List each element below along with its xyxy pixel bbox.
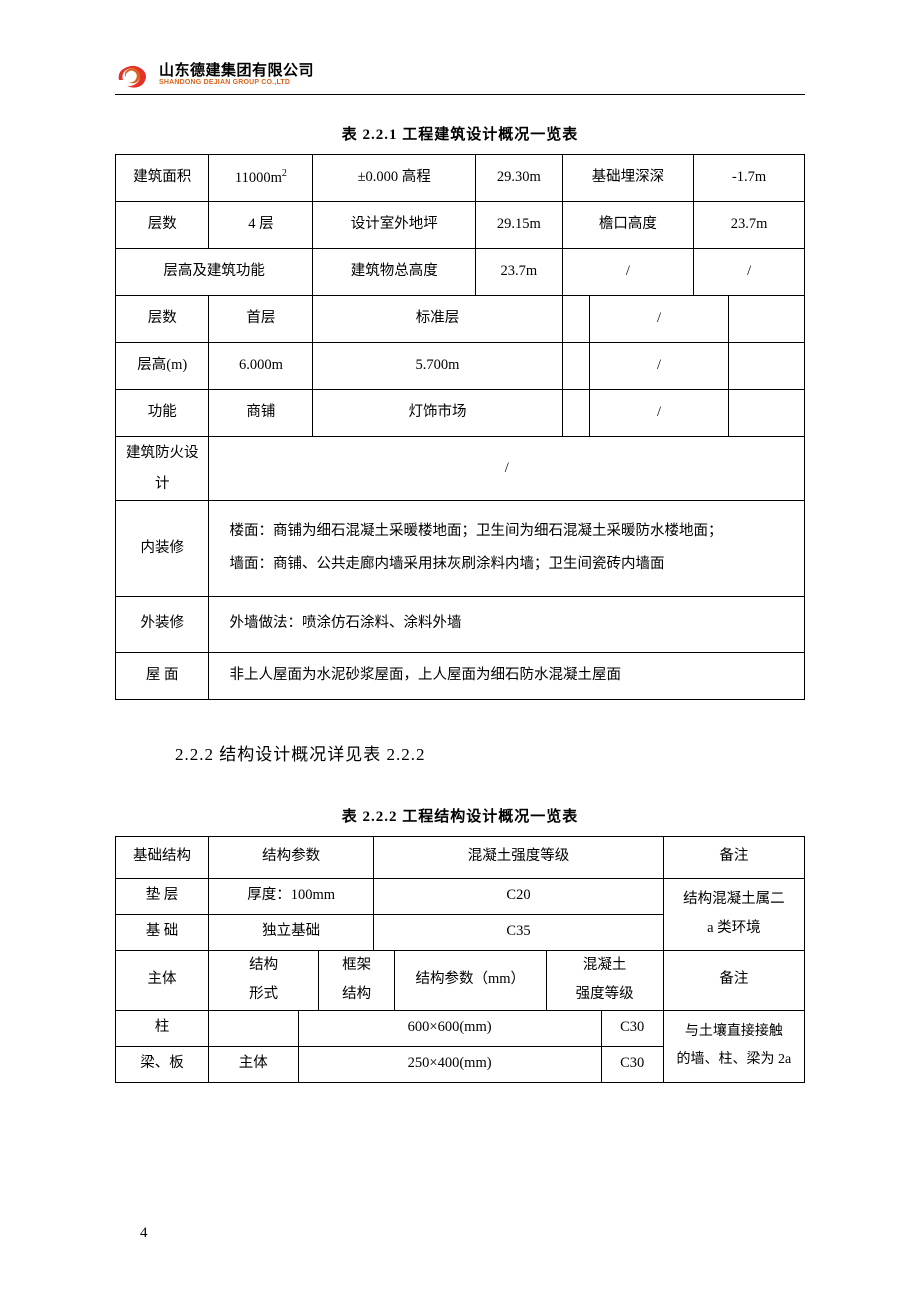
cell: 结构形式 [209, 950, 319, 1010]
cell [728, 343, 804, 390]
cell: 独立基础 [209, 914, 374, 950]
cell: / [694, 249, 805, 296]
cell: 结构混凝土属二a 类环境 [663, 878, 804, 950]
cell: 首层 [209, 296, 313, 343]
cell: 标准层 [313, 296, 562, 343]
cell: 商铺 [209, 390, 313, 437]
table-row: 柱 600×600(mm) C30 与土壤直接接触的墙、柱、梁为 2a [116, 1010, 805, 1046]
cell: 垫 层 [116, 878, 209, 914]
cell [562, 296, 590, 343]
cell: -1.7m [694, 155, 805, 202]
section-heading: 2.2.2 结构设计概况详见表 2.2.2 [175, 740, 805, 765]
page-header: 山东德建集团有限公司 SHANDONG DEJIAN GROUP CO.,LTD [115, 60, 805, 95]
cell: 外墙做法：喷涂仿石涂料、涂料外墙 [209, 596, 805, 652]
table-row: 垫 层 厚度：100mm C20 结构混凝土属二a 类环境 [116, 878, 805, 914]
cell: C30 [601, 1010, 663, 1046]
cell: 外装修 [116, 596, 209, 652]
cell: 混凝土强度等级 [546, 950, 663, 1010]
cell: 基础埋深深 [562, 155, 694, 202]
cell: 框架结构 [319, 950, 395, 1010]
cell: 层数 [116, 296, 209, 343]
cell: 梁、板 [116, 1046, 209, 1082]
table-row: 基础结构 结构参数 混凝土强度等级 备注 [116, 836, 805, 878]
company-logo-icon [115, 60, 151, 90]
table-row: 建筑防火设计 / [116, 437, 805, 501]
cell: / [562, 249, 694, 296]
cell: 基础结构 [116, 836, 209, 878]
cell: 楼面：商铺为细石混凝土采暖楼地面；卫生间为细石混凝土采暖防水楼地面；墙面：商铺、… [209, 501, 805, 597]
cell: 非上人屋面为水泥砂浆屋面，上人屋面为细石防水混凝土屋面 [209, 652, 805, 699]
cell [728, 390, 804, 437]
cell: 主体 [116, 950, 209, 1010]
cell: / [590, 343, 728, 390]
cell: 厚度：100mm [209, 878, 374, 914]
structure-design-table: 基础结构 结构参数 混凝土强度等级 备注 垫 层 厚度：100mm C20 结构… [115, 836, 805, 1083]
table-row: 屋 面 非上人屋面为水泥砂浆屋面，上人屋面为细石防水混凝土屋面 [116, 652, 805, 699]
cell: 23.7m [694, 202, 805, 249]
cell: C30 [601, 1046, 663, 1082]
table2-title: 表 2.2.2 工程结构设计概况一览表 [115, 805, 805, 826]
table-row: 建筑面积 11000m2 ±0.000 高程 29.30m 基础埋深深 -1.7… [116, 155, 805, 202]
cell: 600×600(mm) [298, 1010, 601, 1046]
cell [209, 1010, 299, 1046]
cell: 屋 面 [116, 652, 209, 699]
cell: C35 [374, 914, 663, 950]
cell: 4 层 [209, 202, 313, 249]
table-row: 层高(m) 6.000m 5.700m / [116, 343, 805, 390]
cell: 结构参数（mm） [394, 950, 546, 1010]
cell: 柱 [116, 1010, 209, 1046]
table-row: 内装修 楼面：商铺为细石混凝土采暖楼地面；卫生间为细石混凝土采暖防水楼地面；墙面… [116, 501, 805, 597]
cell: C20 [374, 878, 663, 914]
cell: 层高(m) [116, 343, 209, 390]
table-row: 主体 结构形式 框架结构 结构参数（mm） 混凝土强度等级 备注 [116, 950, 805, 1010]
cell: 内装修 [116, 501, 209, 597]
cell: ±0.000 高程 [313, 155, 476, 202]
cell: 250×400(mm) [298, 1046, 601, 1082]
cell: 基 础 [116, 914, 209, 950]
cell: / [209, 437, 805, 501]
cell: 层数 [116, 202, 209, 249]
cell: 檐口高度 [562, 202, 694, 249]
cell [728, 296, 804, 343]
cell: 建筑面积 [116, 155, 209, 202]
table-row: 层数 首层 标准层 / [116, 296, 805, 343]
cell: / [590, 296, 728, 343]
company-name-block: 山东德建集团有限公司 SHANDONG DEJIAN GROUP CO.,LTD [159, 63, 314, 87]
cell: 29.15m [476, 202, 563, 249]
cell: 5.700m [313, 343, 562, 390]
company-name-cn: 山东德建集团有限公司 [159, 63, 314, 80]
table-row: 功能 商铺 灯饰市场 / [116, 390, 805, 437]
cell: / [590, 390, 728, 437]
table1-title: 表 2.2.1 工程建筑设计概况一览表 [115, 123, 805, 144]
cell: 29.30m [476, 155, 563, 202]
table-row: 层高及建筑功能 建筑物总高度 23.7m / / [116, 249, 805, 296]
cell: 6.000m [209, 343, 313, 390]
cell: 混凝土强度等级 [374, 836, 663, 878]
table-row: 外装修 外墙做法：喷涂仿石涂料、涂料外墙 [116, 596, 805, 652]
cell: 备注 [663, 836, 804, 878]
cell [562, 390, 590, 437]
cell: 主体 [209, 1046, 299, 1082]
cell: 11000m2 [209, 155, 313, 202]
cell: 结构参数 [209, 836, 374, 878]
cell: 建筑物总高度 [313, 249, 476, 296]
cell: 与土壤直接接触的墙、柱、梁为 2a [663, 1010, 804, 1082]
cell: 灯饰市场 [313, 390, 562, 437]
cell: 备注 [663, 950, 804, 1010]
company-name-en: SHANDONG DEJIAN GROUP CO.,LTD [159, 79, 314, 87]
cell: 建筑防火设计 [116, 437, 209, 501]
cell: 层高及建筑功能 [116, 249, 313, 296]
building-design-table: 建筑面积 11000m2 ±0.000 高程 29.30m 基础埋深深 -1.7… [115, 154, 805, 700]
page-number: 4 [140, 1225, 148, 1242]
cell: 设计室外地坪 [313, 202, 476, 249]
cell [562, 343, 590, 390]
cell: 功能 [116, 390, 209, 437]
table-row: 层数 4 层 设计室外地坪 29.15m 檐口高度 23.7m [116, 202, 805, 249]
cell: 23.7m [476, 249, 563, 296]
